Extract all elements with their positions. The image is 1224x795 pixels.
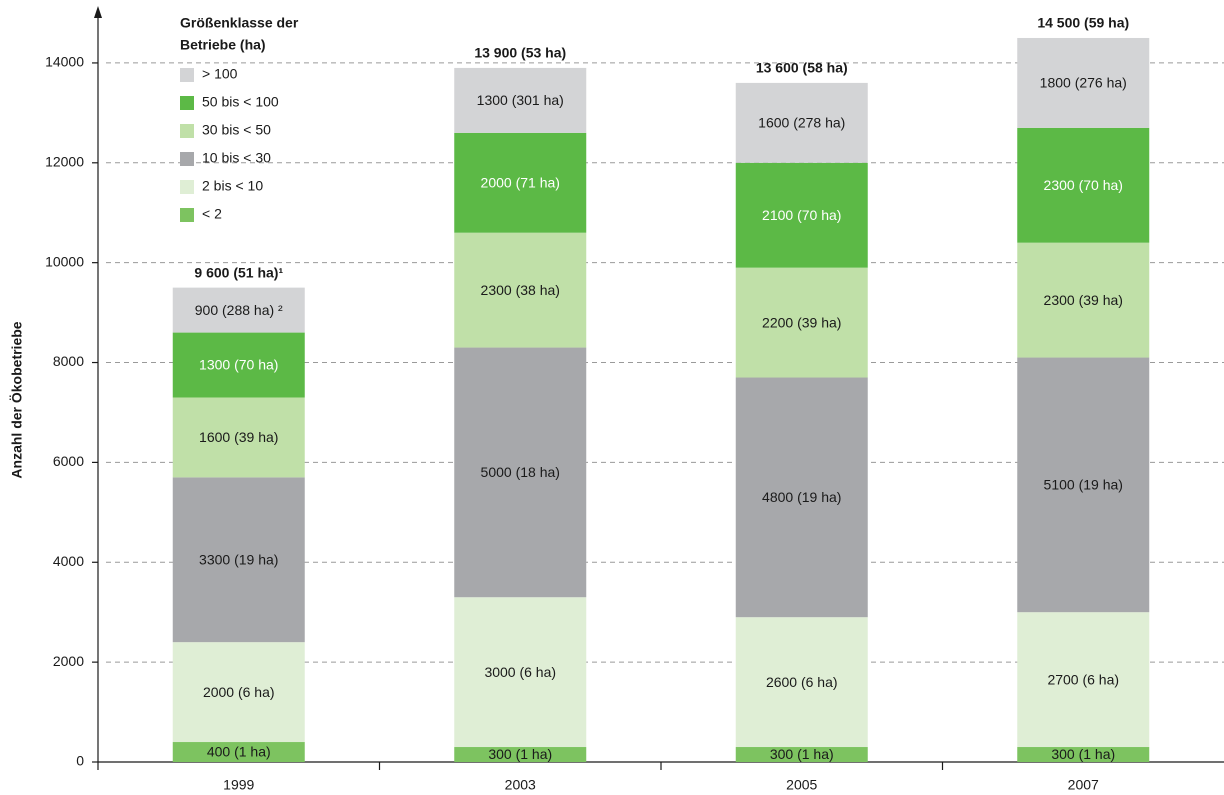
bar-segment	[454, 747, 587, 762]
value-label: 300 (1 ha)	[1051, 746, 1115, 762]
legend-label: > 100	[202, 66, 238, 82]
total-label: 9 600 (51 ha)¹	[194, 264, 283, 280]
bar-segment	[735, 162, 868, 268]
bar-segment	[1017, 357, 1150, 613]
y-tick-label: 12000	[45, 154, 84, 170]
legend-label: 50 bis < 100	[202, 94, 279, 110]
bar-segment	[1017, 747, 1150, 762]
legend-swatch	[180, 180, 194, 194]
value-label: 1300 (70 ha)	[199, 357, 278, 373]
legend-title: Größenklasse der	[180, 15, 299, 31]
bar-segment	[172, 332, 305, 398]
x-tick-label: 2005	[786, 777, 817, 793]
bar-segment	[172, 287, 305, 333]
y-tick-label: 14000	[45, 54, 84, 70]
bar-segment	[1017, 612, 1150, 748]
bar-segment	[1017, 37, 1150, 128]
y-tick-label: 4000	[53, 553, 84, 569]
value-label: 3300 (19 ha)	[199, 551, 278, 567]
value-label: 900 (288 ha) ²	[195, 302, 283, 318]
value-label: 2000 (6 ha)	[203, 684, 275, 700]
y-tick-label: 8000	[53, 353, 84, 369]
value-label: 5000 (18 ha)	[481, 464, 560, 480]
bar-segment	[735, 617, 868, 748]
value-label: 1600 (39 ha)	[199, 429, 278, 445]
total-label: 13 600 (58 ha)	[756, 60, 848, 76]
y-tick-label: 2000	[53, 653, 84, 669]
value-label: 400 (1 ha)	[207, 744, 271, 760]
x-tick-label: 2007	[1068, 777, 1099, 793]
value-label: 2300 (39 ha)	[1044, 292, 1123, 308]
bar-segment	[454, 132, 587, 233]
legend-label: 2 bis < 10	[202, 178, 263, 194]
y-tick-label: 0	[76, 753, 84, 769]
value-label: 2100 (70 ha)	[762, 207, 841, 223]
value-label: 1600 (278 ha)	[758, 115, 845, 131]
value-label: 2700 (6 ha)	[1047, 671, 1119, 687]
bar-segment	[1017, 127, 1150, 243]
value-label: 300 (1 ha)	[770, 746, 834, 762]
bar-segment	[735, 82, 868, 163]
legend-swatch	[180, 208, 194, 222]
bar-segment	[735, 747, 868, 762]
value-label: 2300 (70 ha)	[1044, 177, 1123, 193]
value-label: 5100 (19 ha)	[1044, 477, 1123, 493]
bar-segment	[172, 642, 305, 743]
value-label: 2000 (71 ha)	[481, 174, 560, 190]
total-label: 13 900 (53 ha)	[474, 45, 566, 61]
bar-segment	[454, 232, 587, 348]
x-tick-label: 1999	[223, 777, 254, 793]
legend-swatch	[180, 96, 194, 110]
value-label: 300 (1 ha)	[488, 746, 552, 762]
bar-segment	[172, 397, 305, 478]
legend-label: 10 bis < 30	[202, 150, 271, 166]
legend-label: 30 bis < 50	[202, 122, 271, 138]
y-tick-label: 10000	[45, 253, 84, 269]
legend-swatch	[180, 124, 194, 138]
bar-segment	[735, 377, 868, 618]
total-label: 14 500 (59 ha)	[1037, 15, 1129, 31]
bar-segment	[454, 347, 587, 598]
legend-title: Betriebe (ha)	[180, 37, 266, 53]
legend-swatch	[180, 152, 194, 166]
bar-segment	[1017, 242, 1150, 358]
bar-segment	[454, 597, 587, 748]
x-tick-label: 2003	[505, 777, 536, 793]
value-label: 3000 (6 ha)	[484, 664, 556, 680]
bar-segment	[735, 267, 868, 378]
value-label: 4800 (19 ha)	[762, 489, 841, 505]
y-tick-label: 6000	[53, 453, 84, 469]
bar-segment	[454, 67, 587, 133]
bar-segment	[172, 742, 305, 762]
y-axis-label: Anzahl der Ökobetriebe	[9, 321, 25, 478]
value-label: 2300 (38 ha)	[481, 282, 560, 298]
value-label: 2600 (6 ha)	[766, 674, 838, 690]
value-label: 1300 (301 ha)	[477, 92, 564, 108]
bar-segment	[172, 477, 305, 643]
axis-arrow	[94, 6, 102, 18]
value-label: 1800 (276 ha)	[1040, 75, 1127, 91]
value-label: 2200 (39 ha)	[762, 314, 841, 330]
legend-label: < 2	[202, 206, 222, 222]
legend-swatch	[180, 68, 194, 82]
